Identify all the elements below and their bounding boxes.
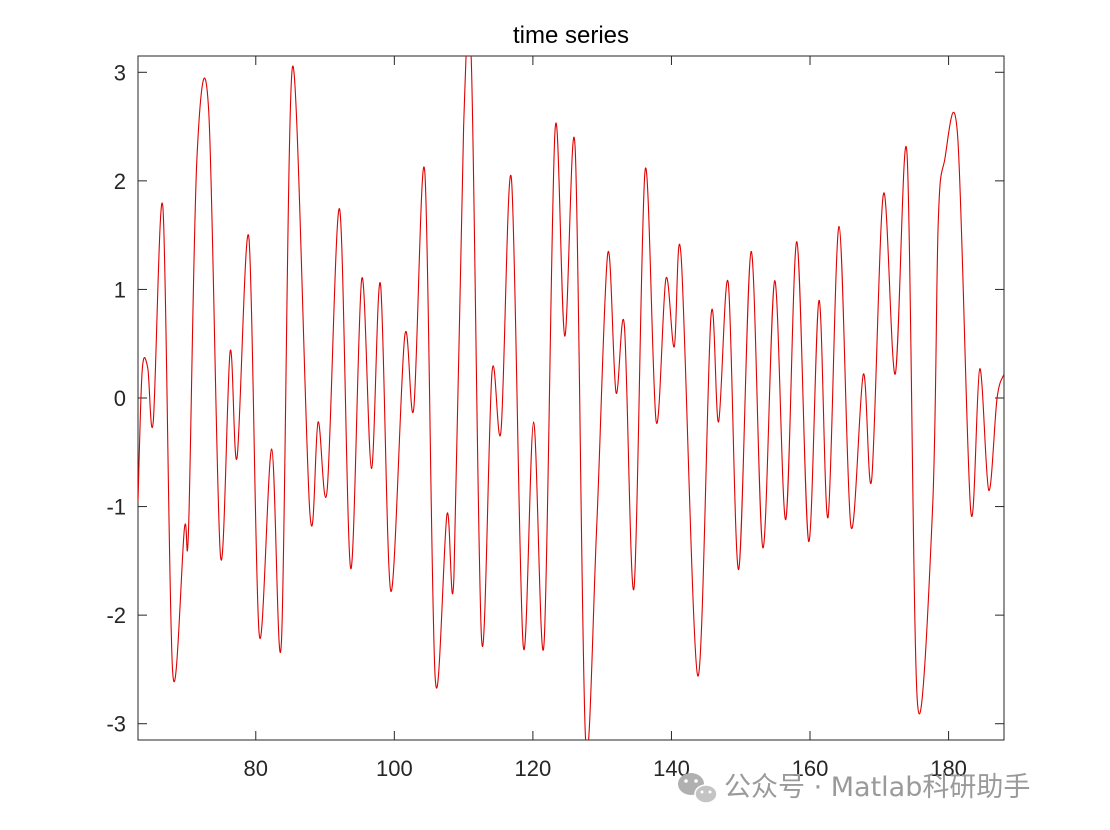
y-tick-label: -2 — [106, 603, 126, 628]
watermark: 公众号 · Matlab科研助手 — [678, 772, 1030, 804]
y-tick-label: 1 — [114, 277, 126, 302]
x-tick-label: 120 — [515, 756, 552, 781]
y-tick-label: 0 — [114, 386, 126, 411]
x-tick-label: 100 — [376, 756, 413, 781]
y-tick-label: 3 — [114, 60, 126, 85]
x-tick-label: 160 — [792, 756, 829, 781]
series-group — [138, 56, 1004, 740]
y-tick-label: -1 — [106, 495, 126, 520]
y-tick-label: 2 — [114, 169, 126, 194]
watermark-text: 公众号 · Matlab科研助手 — [724, 772, 1030, 803]
x-tick-label: 180 — [930, 756, 967, 781]
axes-box — [137, 55, 1005, 741]
axis-ticks — [138, 56, 1004, 740]
wechat-icon — [678, 773, 718, 804]
series-line — [138, 56, 1004, 740]
chart-title: time series — [513, 22, 629, 49]
x-tick-label: 80 — [244, 756, 268, 781]
y-tick-label: -3 — [106, 712, 126, 737]
